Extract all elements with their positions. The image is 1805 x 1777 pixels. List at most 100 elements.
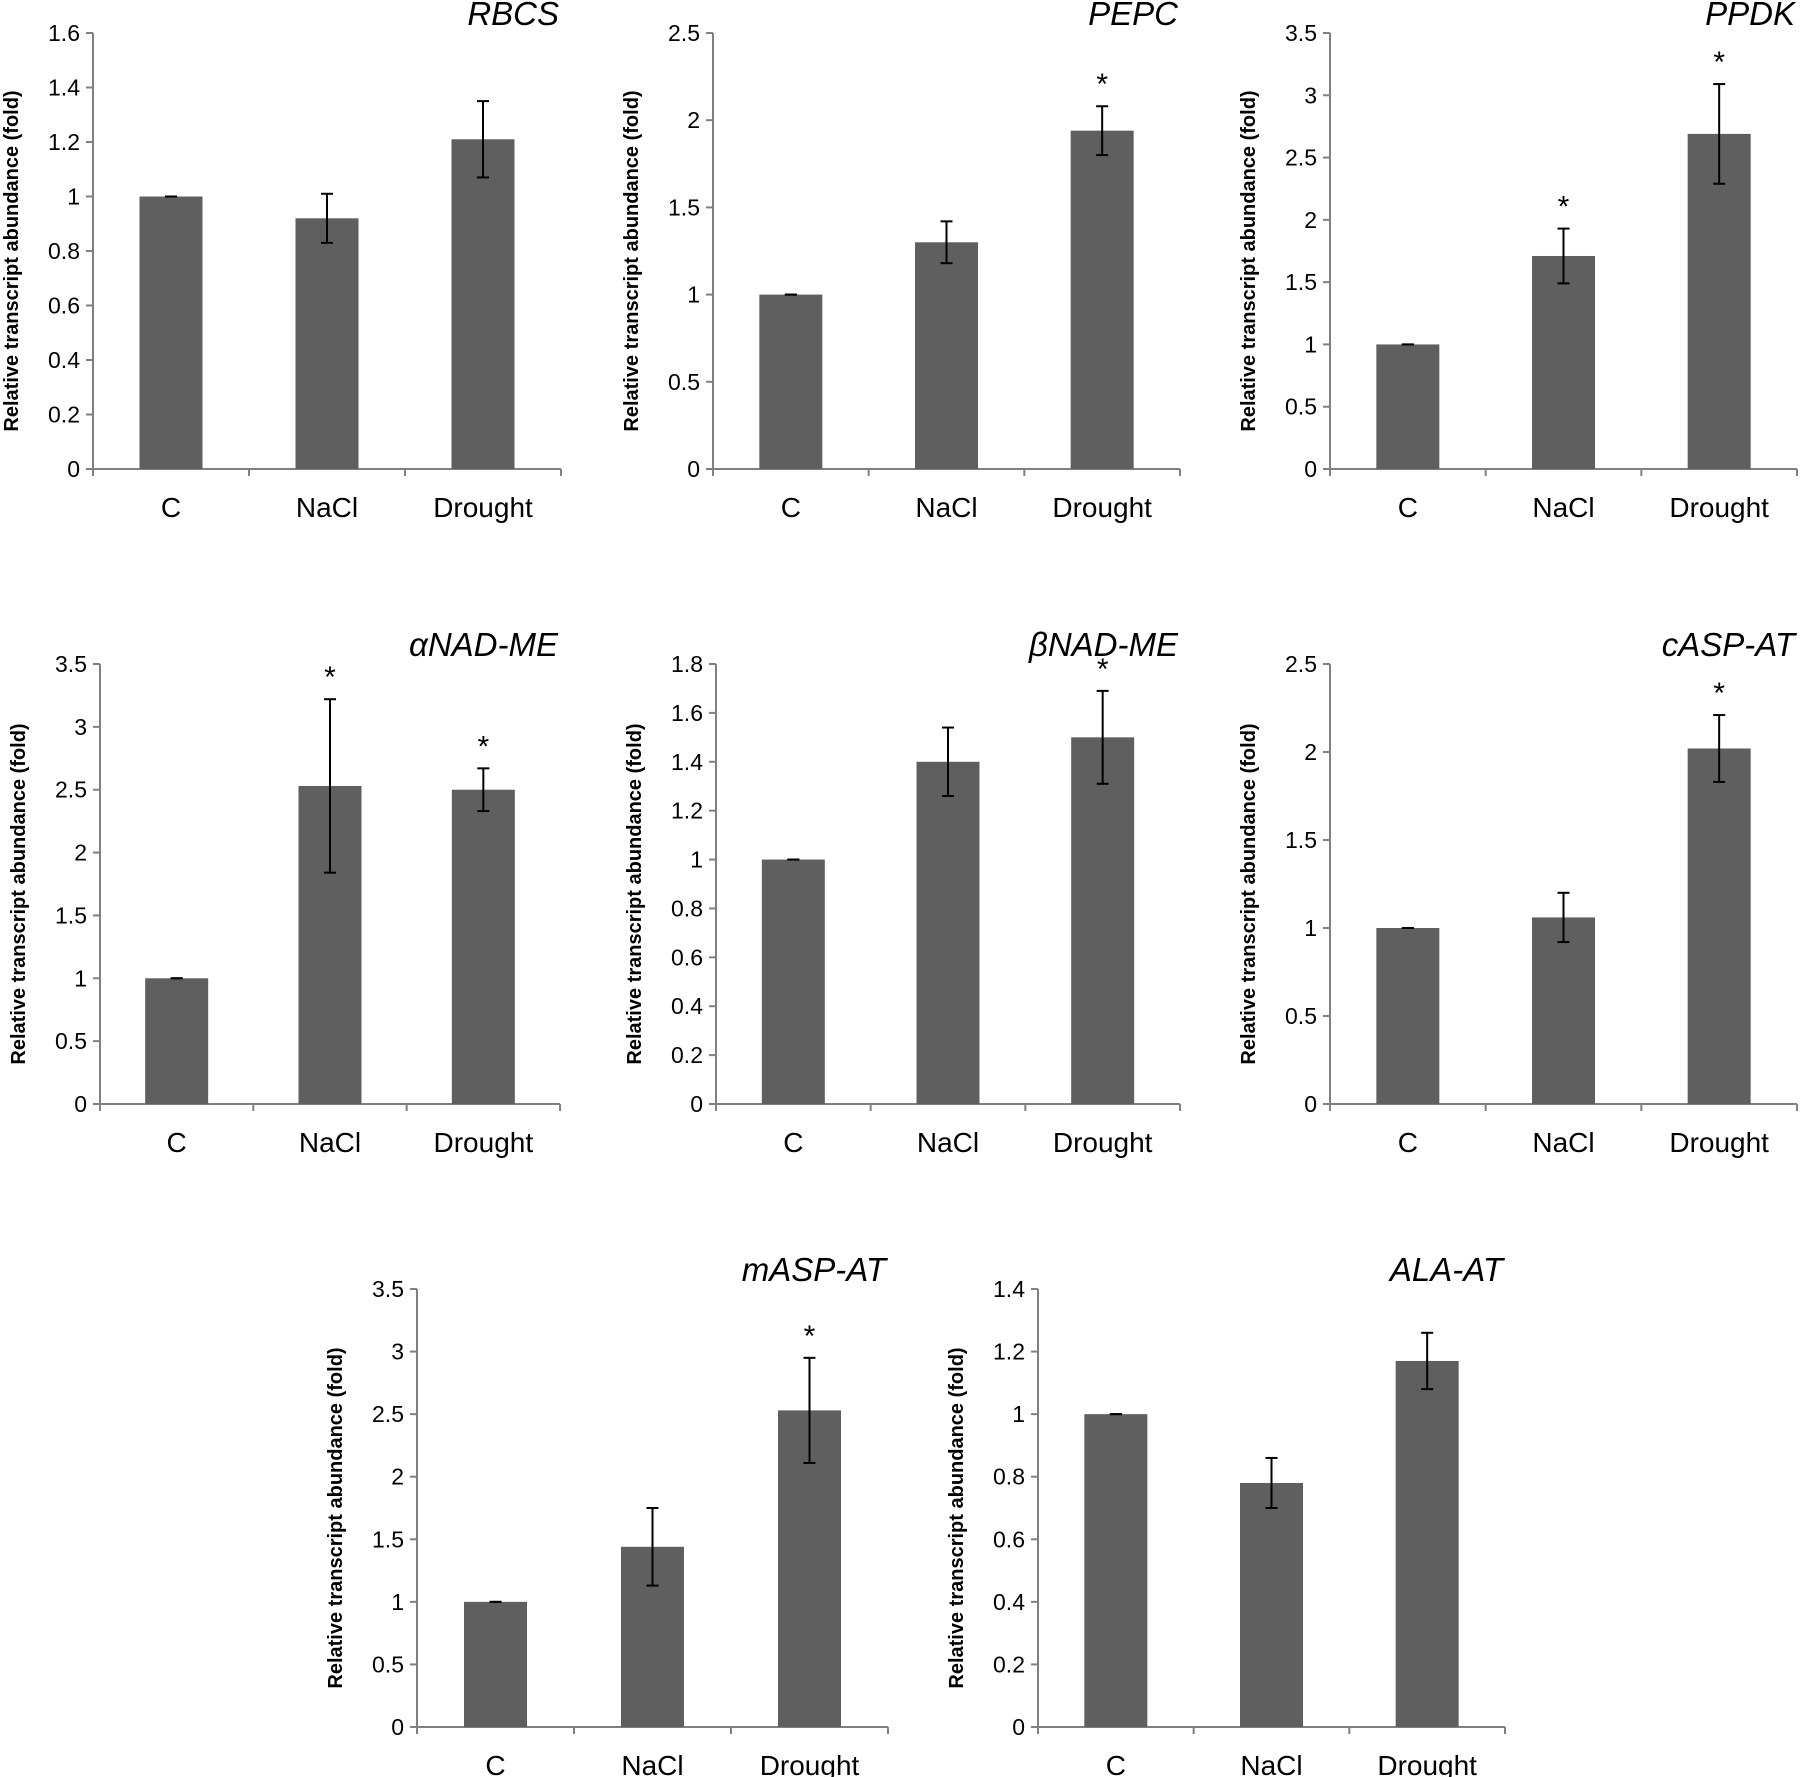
bar [915,242,978,469]
chart-title: cASP-AT [1662,626,1798,663]
y-tick-label: 0.8 [671,895,703,921]
y-tick-label: 0.5 [668,369,700,395]
bar [464,1601,527,1727]
y-tick-label: 1.4 [671,749,703,775]
y-tick-label: 0 [74,1091,87,1117]
chart-title: RBCS [467,0,559,32]
bar [759,294,823,469]
bar [139,196,203,469]
bar [1071,737,1135,1104]
y-tick-label: 1 [1304,915,1317,941]
y-tick-label: 1.2 [48,129,80,155]
x-tick-label: NaCl [299,1127,361,1158]
chart-panel: 0 0.2 0.4 0.6 0.8 1 1.2 1.4 C NaCl Drought ALA-AT Re… [946,1251,1506,1777]
bar [295,218,359,469]
bar [1687,748,1751,1104]
x-tick-label: NaCl [917,1127,979,1158]
x-tick-label: C [167,1127,187,1158]
y-tick-label: 3 [1304,82,1317,108]
y-tick-label: 0 [67,456,80,482]
y-tick-label: 0.4 [671,993,703,1019]
chart-panel: 0 0.5 1 1.5 2 2.5 C NaCl * Drought PEPC Relative tr… [621,0,1181,523]
y-tick-label: 3 [74,714,87,740]
y-tick-label: 0.5 [1285,394,1317,420]
significance-marker: * [324,661,336,694]
bar [916,761,980,1104]
y-tick-label: 0.4 [48,347,80,373]
chart-title: PEPC [1088,0,1179,32]
x-tick-label: C [485,1750,505,1777]
y-tick-label: 1.6 [671,700,703,726]
x-tick-label: Drought [1669,492,1769,523]
x-tick-label: C [161,492,181,523]
x-tick-label: C [1106,1750,1126,1777]
bar [1395,1360,1459,1727]
y-tick-label: 3.5 [372,1276,404,1302]
bar [145,978,209,1104]
y-axis-label: Relative transcript abundance (fold) [621,90,643,431]
y-tick-label: 1.4 [48,75,80,101]
y-axis-label: Relative transcript abundance (fold) [624,723,646,1064]
y-tick-label: 0.6 [993,1526,1025,1552]
chart-title: αNAD-ME [409,626,559,663]
y-tick-label: 2.5 [372,1401,404,1427]
chart-title: βNAD-ME [1028,626,1179,663]
chart-title: PPDK [1705,0,1797,32]
chart-title: ALA-AT [1388,1251,1506,1288]
y-tick-label: 1.2 [671,798,703,824]
bar [1240,1482,1303,1727]
chart-panel: 0 0.5 1 1.5 2 2.5 3 3.5 C NaCl * Drought mASP-AT Rela… [325,1251,889,1777]
y-tick-label: 1 [690,847,703,873]
x-tick-label: NaCl [621,1750,683,1777]
bar [1070,130,1134,469]
y-tick-label: 1.6 [48,20,80,46]
y-tick-label: 0 [391,1714,404,1740]
bar [451,139,515,469]
x-tick-label: C [781,492,801,523]
y-tick-label: 1 [391,1589,404,1615]
x-tick-label: NaCl [1532,1127,1594,1158]
y-tick-label: 0 [1304,456,1317,482]
bar [451,789,515,1104]
bar [1376,928,1440,1104]
x-tick-label: C [1398,1127,1418,1158]
y-tick-label: 0 [1012,1714,1025,1740]
significance-marker: * [1096,68,1108,101]
significance-marker: * [1713,46,1725,79]
x-tick-label: Drought [760,1750,860,1777]
x-tick-label: Drought [1053,1127,1153,1158]
y-tick-label: 2 [74,840,87,866]
y-tick-label: 0.8 [993,1464,1025,1490]
y-tick-label: 0 [690,1091,703,1117]
x-tick-label: C [1398,492,1418,523]
y-axis-label: Relative transcript abundance (fold) [1,90,23,431]
y-tick-label: 1 [74,965,87,991]
y-tick-label: 1.4 [993,1276,1025,1302]
chart-panel: 0 0.2 0.4 0.6 0.8 1 1.2 1.4 1.6 C NaCl Drought RBCS R… [1,0,562,523]
y-axis-label: Relative transcript abundance (fold) [325,1347,347,1688]
y-tick-label: 0.5 [55,1028,87,1054]
chart-panel: 0 0.5 1 1.5 2 2.5 C NaCl * Drought cASP-AT Relative… [1238,626,1798,1158]
y-tick-label: 2 [1304,207,1317,233]
y-tick-label: 3 [391,1339,404,1365]
chart-panel: 0 0.5 1 1.5 2 2.5 3 3.5 C * NaCl * Drought PPDK Relati… [1238,0,1798,523]
y-tick-label: 1.5 [1285,827,1317,853]
bar [1084,1414,1148,1727]
y-tick-label: 1 [1012,1401,1025,1427]
y-axis-label: Relative transcript abundance (fold) [8,723,30,1064]
y-tick-label: 1 [1304,331,1317,357]
x-tick-label: Drought [1052,492,1152,523]
y-tick-label: 0 [1304,1091,1317,1117]
y-tick-label: 0.4 [993,1589,1025,1615]
y-tick-label: 0.2 [993,1651,1025,1677]
y-tick-label: 1 [687,282,700,308]
y-tick-label: 1.8 [671,651,703,677]
bar [1532,917,1595,1104]
x-tick-label: NaCl [915,492,977,523]
bar [761,859,825,1104]
significance-marker: * [1713,677,1725,710]
y-tick-label: 1.5 [668,194,700,220]
y-tick-label: 1 [67,184,80,210]
